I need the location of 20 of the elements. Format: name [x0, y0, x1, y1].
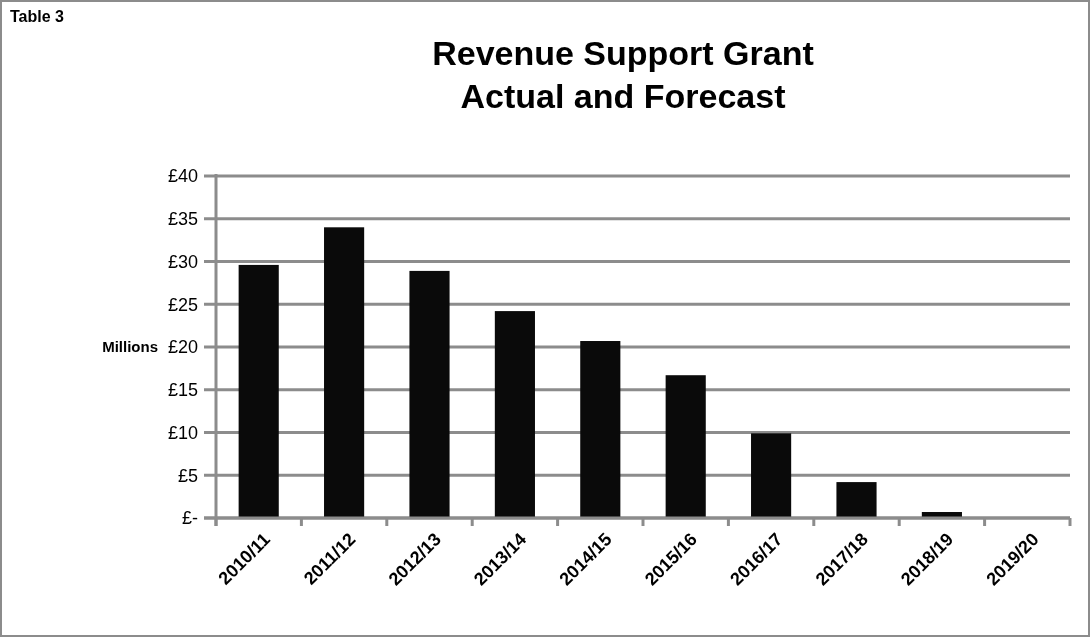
- y-tick-label: £35: [167, 209, 198, 230]
- y-tick-label: £-: [181, 508, 198, 529]
- bar: [238, 264, 279, 518]
- bar: [324, 227, 365, 518]
- y-tick-label: £15: [167, 380, 198, 401]
- y-tick-label: £25: [167, 294, 198, 315]
- y-tick-label: £10: [167, 422, 198, 443]
- y-axis-title: Millions: [102, 338, 158, 356]
- bar: [494, 311, 535, 518]
- bar: [580, 341, 621, 518]
- bar: [665, 375, 706, 518]
- y-tick-label: £20: [167, 337, 198, 358]
- caption: Table 3: [10, 8, 65, 25]
- y-tick-label: £5: [177, 465, 198, 486]
- bar: [836, 482, 877, 518]
- y-tick-label: £40: [167, 166, 198, 187]
- bar: [751, 433, 792, 518]
- bar: [409, 270, 450, 518]
- chart-title: Revenue Support Grant Actual and Forecast: [432, 34, 814, 115]
- y-tick-label: £30: [167, 251, 198, 272]
